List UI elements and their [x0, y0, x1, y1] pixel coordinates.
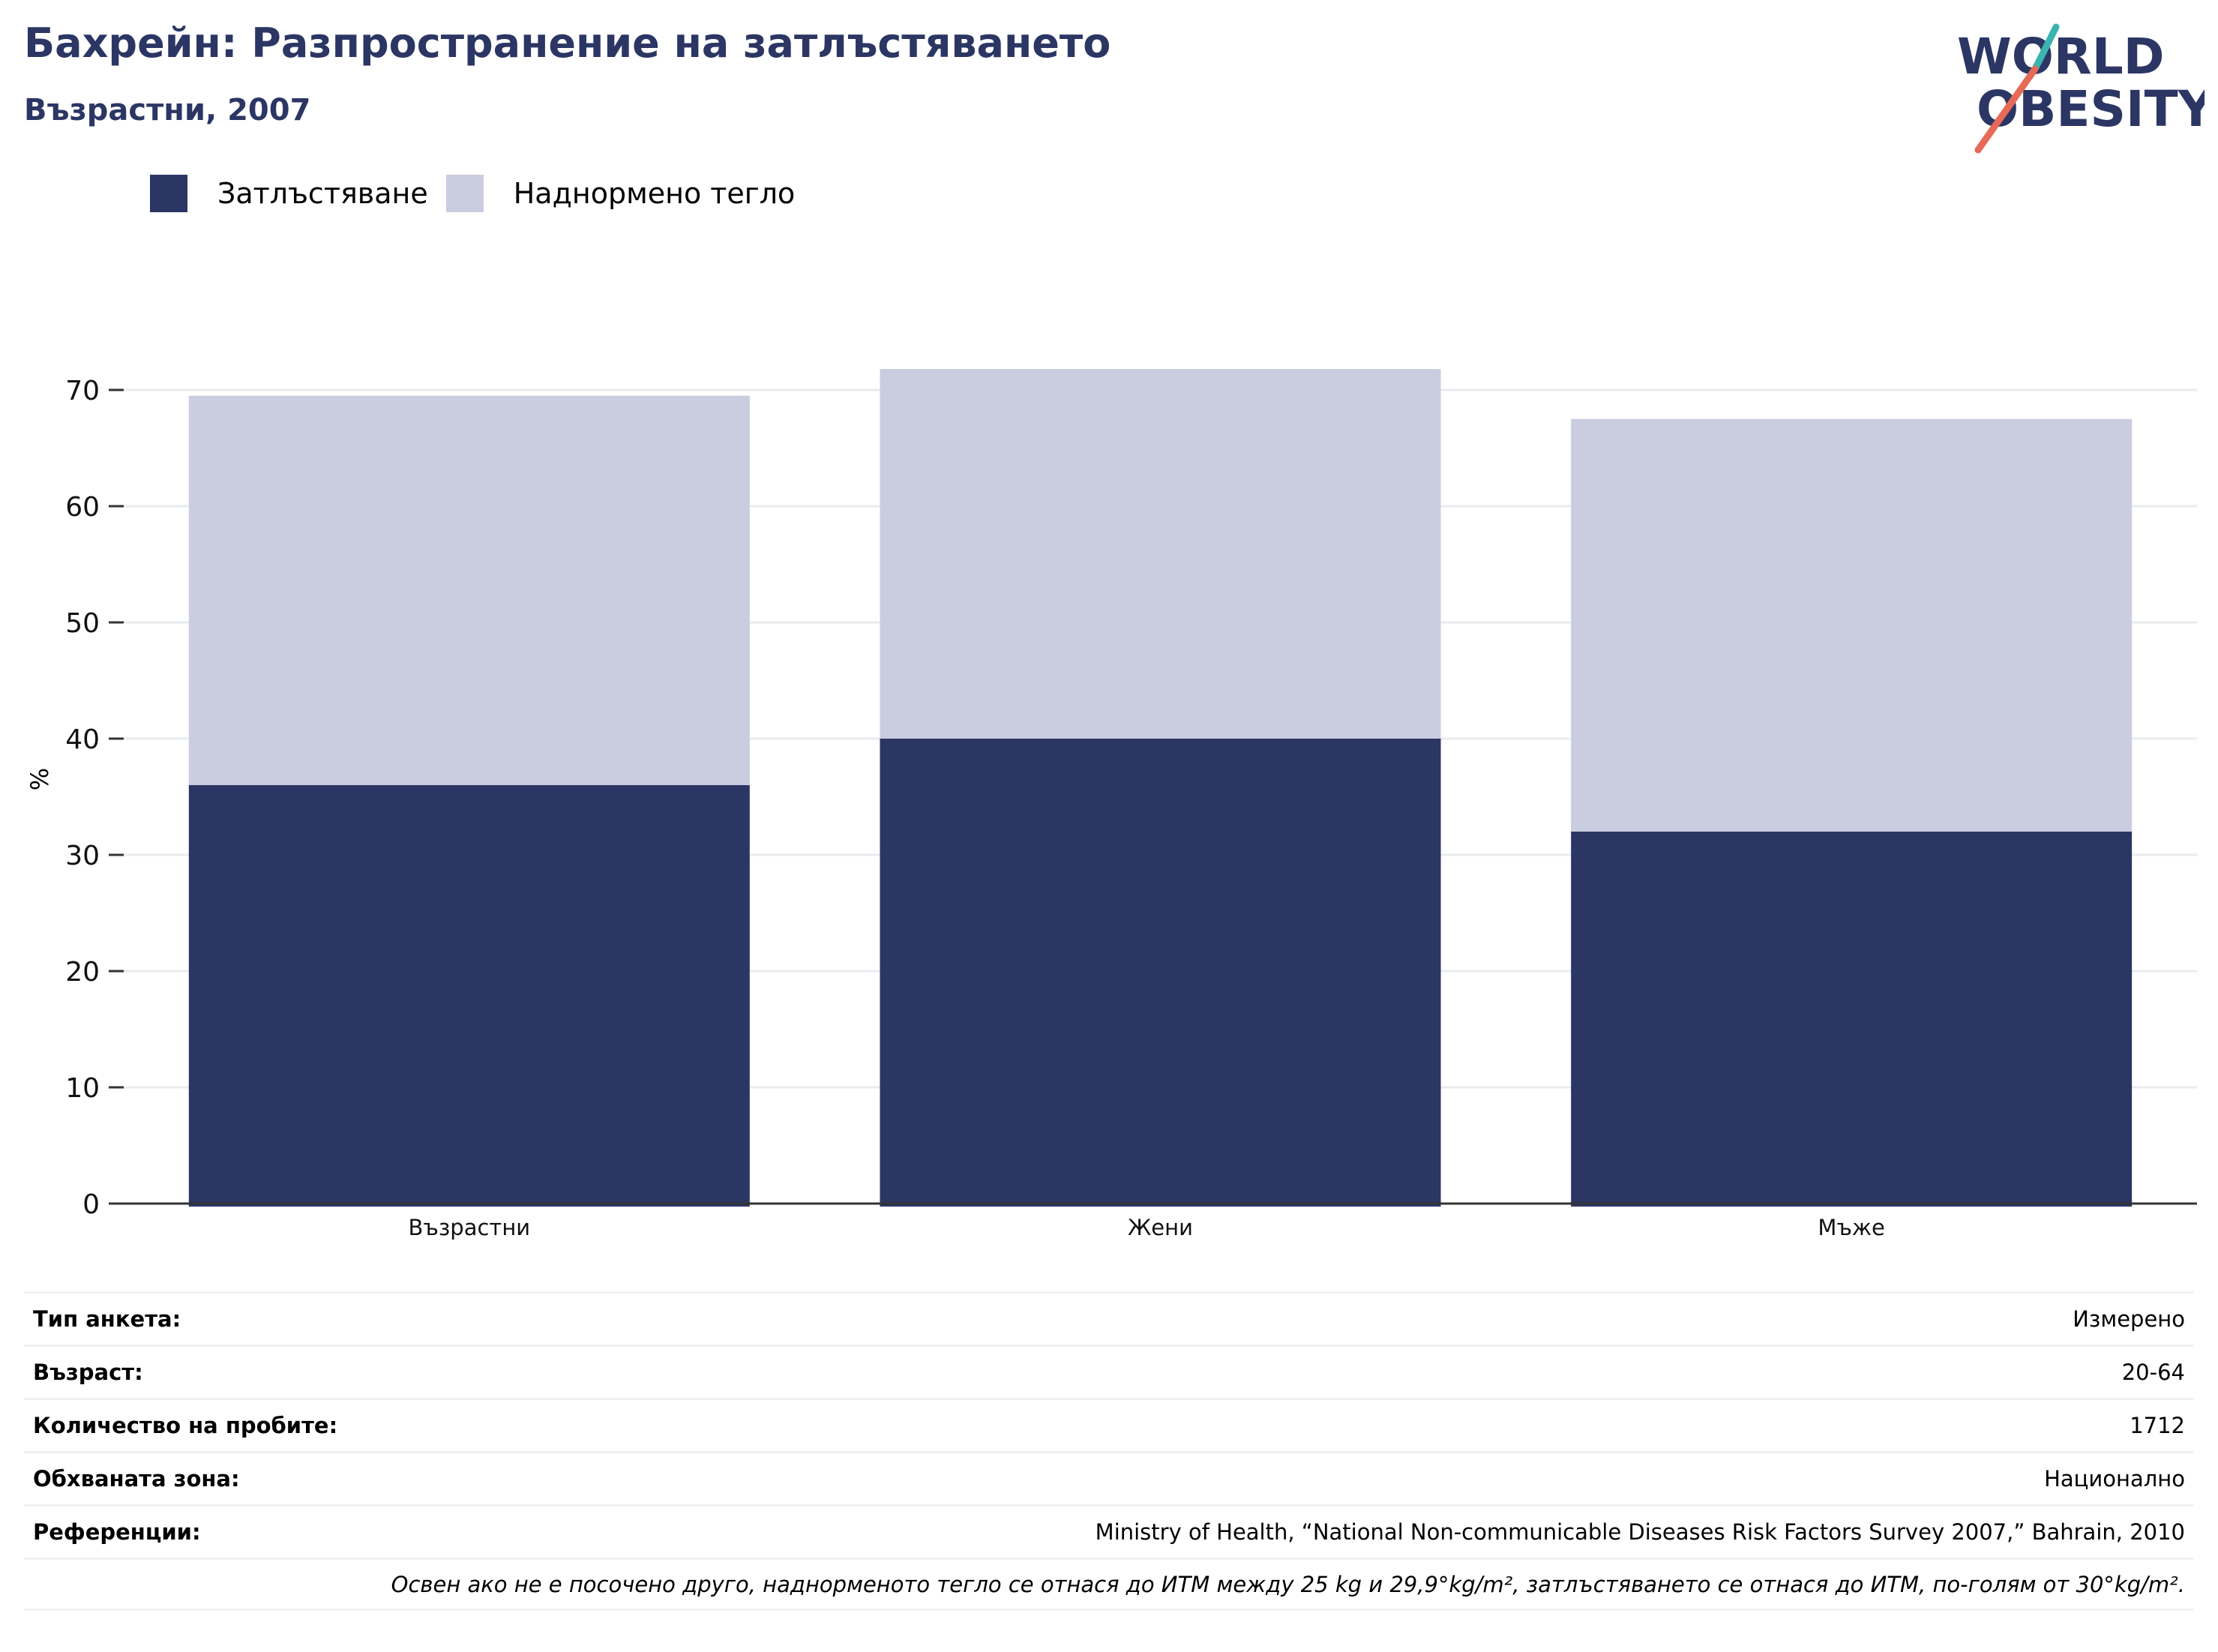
- bar-overweight: [1571, 418, 2133, 832]
- legend-label-obesity: Затлъстяване: [217, 177, 428, 210]
- chart-legend: Затлъстяване Наднормено тегло: [150, 172, 813, 214]
- info-row-references: Референции: Ministry of Health, “Nationa…: [24, 1504, 2194, 1558]
- info-key: Референции:: [33, 1519, 201, 1545]
- bar-overweight: [880, 369, 1441, 739]
- legend-item-overweight[interactable]: Наднормено тегло: [445, 175, 796, 212]
- info-row-area: Обхваната зона: Национално: [24, 1451, 2194, 1504]
- info-value: 20-64: [2121, 1360, 2185, 1385]
- info-row-survey-type: Тип анкета: Измерено: [24, 1291, 2194, 1345]
- info-key: Количество на пробите:: [33, 1413, 338, 1438]
- y-tick-label: 60: [65, 492, 100, 523]
- logo-slash-teal: [2031, 23, 2060, 73]
- chart-title: Бахрейн: Разпространение на затлъстяване…: [24, 19, 1111, 67]
- info-value: Измерено: [2073, 1306, 2185, 1332]
- y-tick-label: 10: [65, 1073, 100, 1104]
- legend-swatch-obesity: [150, 175, 187, 212]
- survey-info-table: Тип анкета: Измерено Възраст: 20-64 Коли…: [24, 1291, 2194, 1611]
- definition-note: Освен ако не е посочено друго, наднормен…: [24, 1558, 2194, 1611]
- y-tick-label: 50: [65, 608, 100, 639]
- legend-swatch-overweight: [445, 175, 484, 212]
- info-value: Национално: [2044, 1466, 2185, 1492]
- world-obesity-logo: WORLD OBESITY: [1957, 23, 2205, 154]
- y-tick-label: 20: [65, 957, 100, 988]
- chart-subtitle: Възрастни, 2007: [24, 93, 311, 127]
- x-tick-label: Жени: [1128, 1215, 1193, 1240]
- y-tick-label: 70: [65, 376, 100, 406]
- x-tick-label: Мъже: [1818, 1215, 1884, 1240]
- y-tick-label: 0: [82, 1189, 100, 1220]
- info-row-age: Възраст: 20-64: [24, 1345, 2194, 1398]
- bar-obesity: [880, 739, 1441, 1207]
- bar-obesity: [188, 785, 750, 1207]
- info-key: Тип анкета:: [33, 1306, 181, 1332]
- y-tick-label: 30: [65, 841, 100, 871]
- y-axis-label: %: [25, 767, 55, 791]
- bar-obesity: [1571, 832, 2133, 1207]
- x-tick-label: Възрастни: [409, 1215, 531, 1240]
- bar-overweight: [188, 395, 750, 785]
- logo-text-line1: WORLD: [1957, 28, 2165, 85]
- info-key: Възраст:: [33, 1360, 143, 1385]
- info-value: 1712: [2130, 1413, 2185, 1438]
- logo-text-line2: OBESITY: [1977, 80, 2205, 138]
- legend-label-overweight: Наднормено тегло: [513, 177, 796, 210]
- bar-chart: 0 10 20 30 40 50 60 70 Възрастни Жени Мъже: [65, 369, 2197, 1240]
- info-row-sample-size: Количество на пробите: 1712: [24, 1398, 2194, 1451]
- info-value: Ministry of Health, “National Non-commun…: [1095, 1519, 2185, 1545]
- info-key: Обхваната зона:: [33, 1466, 240, 1492]
- y-tick-label: 40: [65, 724, 100, 755]
- logo-slash-red: [1974, 65, 2039, 154]
- legend-item-obesity[interactable]: Затлъстяване: [150, 175, 428, 212]
